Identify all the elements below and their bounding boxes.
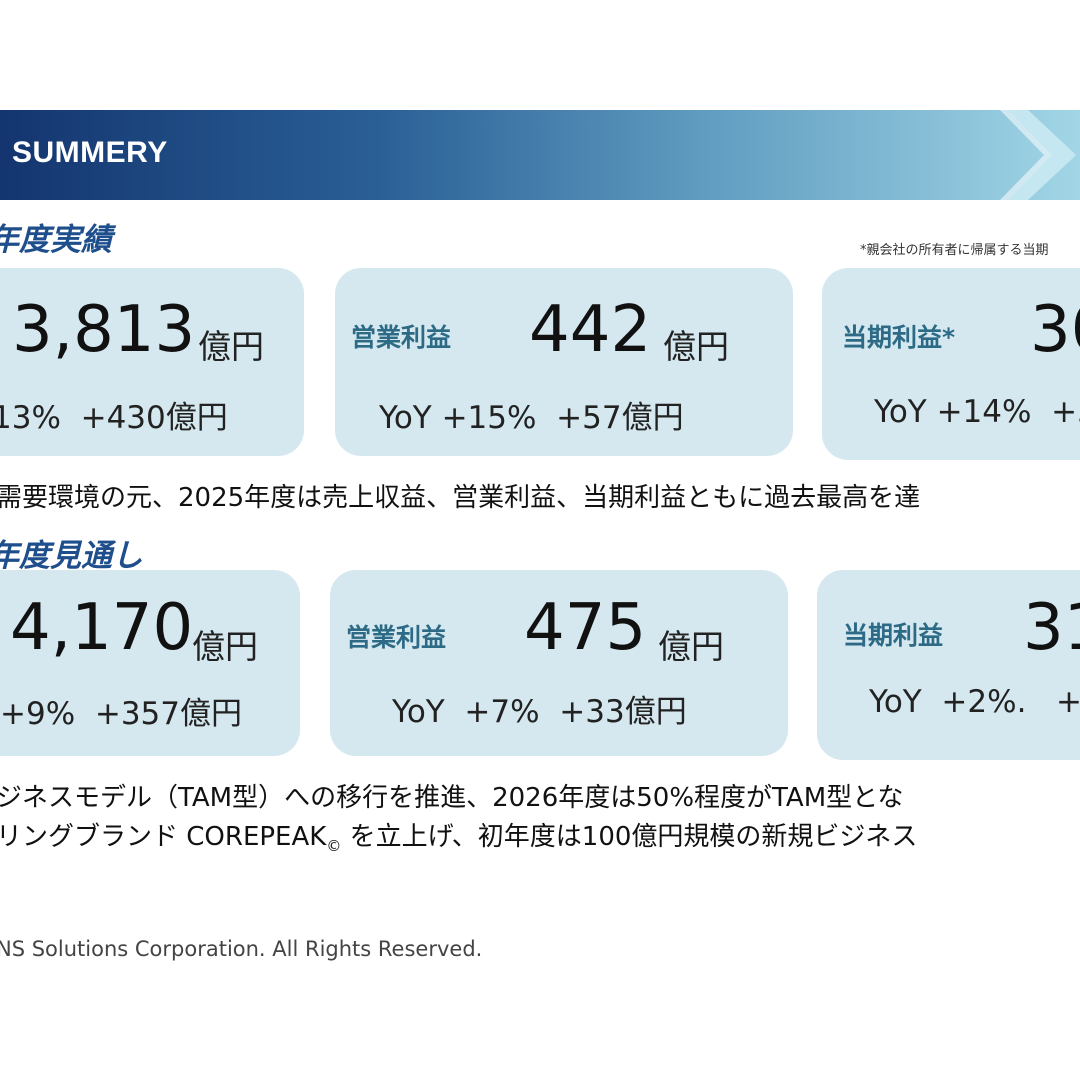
actual-net-income-card: 当期利益* 30 YoY +14% +3 [822,268,1080,460]
forecast-operating-profit-unit: 億円 [658,627,724,666]
forecast-revenue-value: 4,170 [10,591,194,665]
forecast-net-income-card: 当期利益 31 YoY +2%. + [817,570,1080,760]
forecast-net-income-yoy: YoY +2%. + [869,684,1080,720]
actual-revenue-yoy: 13% +430億円 [0,400,228,436]
forecast-revenue-yoy: +9% +357億円 [0,696,243,732]
actual-operating-profit-value: 442 [529,293,652,367]
forecast-statement-line2-b: を立上げ、初年度は100億円規模の新規ビジネス [341,822,918,852]
forecast-statement-line1: ジネスモデル（TAM型）への移行を推進、2026年度は50%程度がTAM型とな [0,783,904,813]
actual-operating-profit-card: 営業利益 442 億円 YoY +15% +57億円 [335,268,793,456]
copyright-mark: © [326,837,342,855]
actual-section-title: 年度実績 [0,222,112,258]
footnote: *親会社の所有者に帰属する当期 [860,243,1049,258]
actual-net-income-value: 30 [1030,293,1080,367]
forecast-revenue-card: 4,170 億円 +9% +357億円 [0,570,300,756]
header-banner: SUMMERY [0,110,1080,200]
forecast-operating-profit-label: 営業利益 [346,623,447,652]
forecast-operating-profit-yoy: YoY +7% +33億円 [392,694,687,730]
actual-statement: 需要環境の元、2025年度は売上収益、営業利益、当期利益ともに過去最高を達 [0,483,921,513]
forecast-statement-line2-a: リングブランド COREPEAK [0,822,327,852]
chevron-right-icon [1000,110,1076,200]
forecast-section-title: 年度見通し [0,538,143,574]
actual-net-income-yoy: YoY +14% +3 [874,394,1080,430]
copyright: NS Solutions Corporation. All Rights Res… [0,937,483,961]
forecast-operating-profit-value: 475 [524,591,647,665]
actual-operating-profit-yoy: YoY +15% +57億円 [379,400,684,436]
actual-revenue-unit: 億円 [198,327,264,366]
actual-operating-profit-label: 営業利益 [351,323,452,352]
actual-operating-profit-unit: 億円 [663,327,729,366]
actual-revenue-value: 3,813 [12,293,196,367]
forecast-net-income-value: 31 [1023,591,1080,665]
actual-revenue-card: 3,813 億円 13% +430億円 [0,268,304,456]
actual-net-income-label: 当期利益* [842,323,956,352]
forecast-revenue-unit: 億円 [192,627,258,666]
banner-title: SUMMERY [12,136,168,169]
forecast-statement-line2: リングブランド COREPEAK© を立上げ、初年度は100億円規模の新規ビジネ… [0,816,917,855]
forecast-operating-profit-card: 営業利益 475 億円 YoY +7% +33億円 [330,570,788,756]
forecast-net-income-label: 当期利益 [843,621,944,650]
